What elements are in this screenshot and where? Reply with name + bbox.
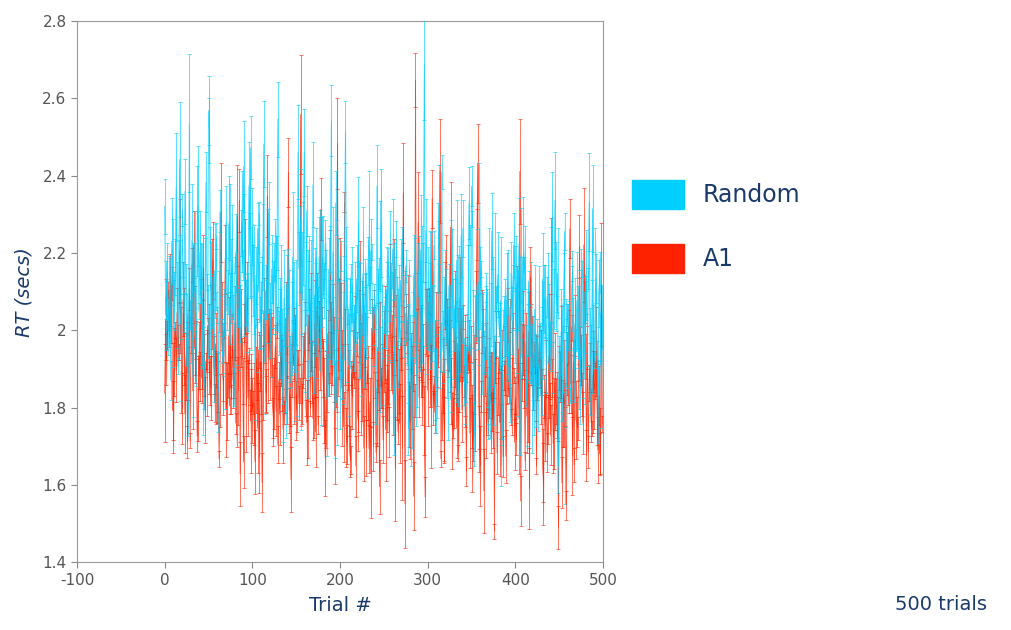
Text: 500 trials: 500 trials bbox=[894, 595, 986, 614]
X-axis label: Trial #: Trial # bbox=[308, 596, 371, 615]
Y-axis label: RT (secs): RT (secs) bbox=[15, 247, 34, 336]
Legend: Random, A1: Random, A1 bbox=[620, 168, 812, 285]
